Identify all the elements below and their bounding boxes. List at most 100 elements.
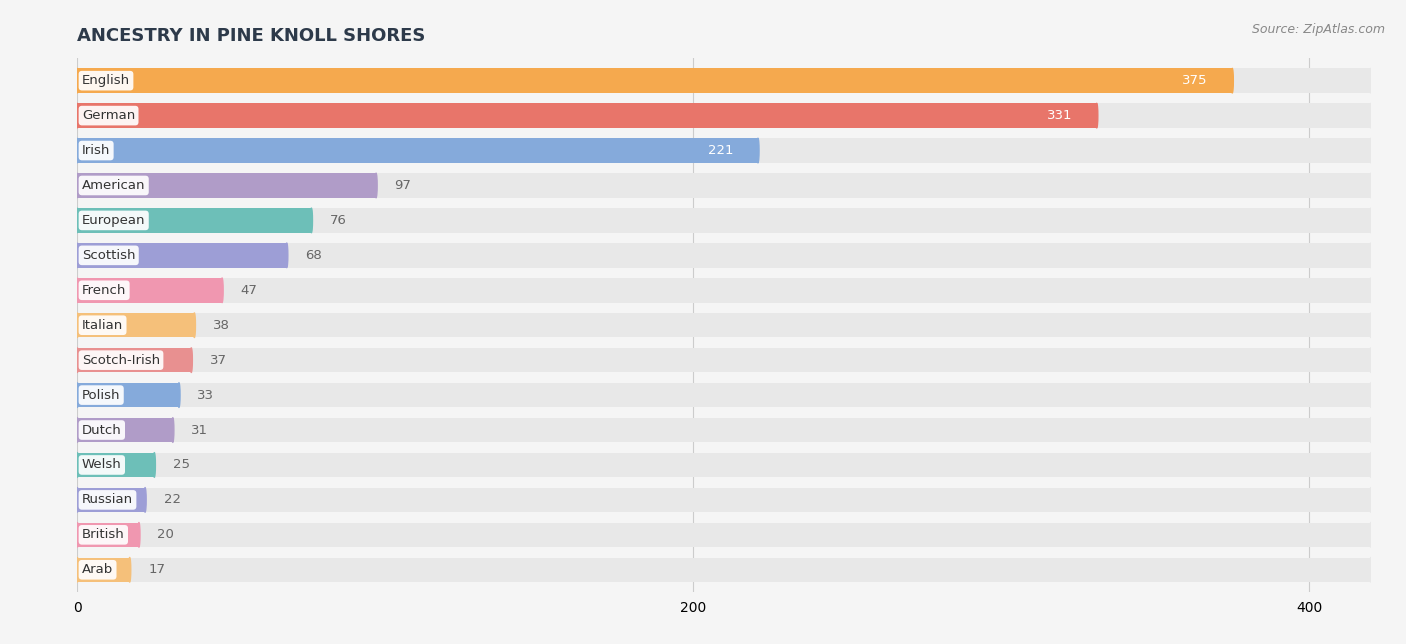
- Text: Italian: Italian: [82, 319, 124, 332]
- Text: 76: 76: [330, 214, 347, 227]
- Bar: [77, 68, 1232, 93]
- Circle shape: [311, 208, 312, 232]
- Bar: [77, 68, 1371, 93]
- Circle shape: [1095, 104, 1098, 128]
- Bar: [77, 348, 191, 372]
- Text: Dutch: Dutch: [82, 424, 122, 437]
- Text: Welsh: Welsh: [82, 459, 122, 471]
- Bar: [77, 418, 173, 442]
- Circle shape: [193, 313, 195, 337]
- Bar: [77, 488, 1371, 512]
- Circle shape: [1369, 243, 1372, 267]
- Circle shape: [153, 453, 156, 477]
- Circle shape: [285, 243, 288, 267]
- Text: Scotch-Irish: Scotch-Irish: [82, 354, 160, 366]
- Circle shape: [1369, 488, 1372, 512]
- Text: 20: 20: [157, 528, 174, 542]
- Text: 375: 375: [1182, 74, 1208, 87]
- Bar: [77, 138, 1371, 163]
- Circle shape: [1369, 138, 1372, 163]
- Circle shape: [76, 243, 79, 267]
- Text: 331: 331: [1046, 109, 1073, 122]
- Bar: [77, 558, 129, 582]
- Bar: [77, 173, 1371, 198]
- Circle shape: [76, 173, 79, 198]
- Text: 33: 33: [197, 388, 215, 402]
- Circle shape: [76, 453, 79, 477]
- Bar: [77, 523, 139, 547]
- Circle shape: [76, 68, 79, 93]
- Bar: [77, 313, 194, 337]
- Bar: [77, 173, 375, 198]
- Circle shape: [76, 138, 79, 163]
- Circle shape: [1369, 383, 1372, 407]
- Text: Source: ZipAtlas.com: Source: ZipAtlas.com: [1251, 23, 1385, 35]
- Circle shape: [76, 488, 79, 512]
- Bar: [77, 488, 145, 512]
- Text: Arab: Arab: [82, 564, 114, 576]
- Text: 68: 68: [305, 249, 322, 262]
- Circle shape: [190, 348, 193, 372]
- Bar: [77, 138, 758, 163]
- Bar: [77, 208, 1371, 232]
- Circle shape: [1369, 278, 1372, 303]
- Circle shape: [1369, 208, 1372, 232]
- Circle shape: [76, 348, 79, 372]
- Bar: [77, 313, 1371, 337]
- Circle shape: [375, 173, 377, 198]
- Text: ANCESTRY IN PINE KNOLL SHORES: ANCESTRY IN PINE KNOLL SHORES: [77, 27, 426, 45]
- Circle shape: [1369, 68, 1372, 93]
- Circle shape: [76, 104, 79, 128]
- Bar: [77, 383, 179, 407]
- Circle shape: [1369, 558, 1372, 582]
- Circle shape: [1369, 453, 1372, 477]
- Circle shape: [1232, 68, 1233, 93]
- Circle shape: [1369, 104, 1372, 128]
- Circle shape: [221, 278, 224, 303]
- Bar: [77, 243, 287, 267]
- Text: English: English: [82, 74, 131, 87]
- Circle shape: [172, 418, 174, 442]
- Circle shape: [76, 104, 79, 128]
- Bar: [77, 453, 155, 477]
- Text: 221: 221: [707, 144, 734, 157]
- Text: French: French: [82, 284, 127, 297]
- Text: American: American: [82, 179, 145, 192]
- Circle shape: [76, 138, 79, 163]
- Circle shape: [76, 383, 79, 407]
- Circle shape: [143, 488, 146, 512]
- Circle shape: [76, 418, 79, 442]
- Circle shape: [128, 558, 131, 582]
- Text: British: British: [82, 528, 125, 542]
- Bar: [77, 243, 1371, 267]
- Circle shape: [1369, 523, 1372, 547]
- Circle shape: [756, 138, 759, 163]
- Bar: [77, 104, 1371, 128]
- Circle shape: [76, 278, 79, 303]
- Circle shape: [138, 523, 141, 547]
- Text: Irish: Irish: [82, 144, 110, 157]
- Text: 38: 38: [212, 319, 229, 332]
- Text: Polish: Polish: [82, 388, 121, 402]
- Circle shape: [76, 523, 79, 547]
- Circle shape: [76, 488, 79, 512]
- Circle shape: [1369, 418, 1372, 442]
- Bar: [77, 523, 1371, 547]
- Circle shape: [76, 313, 79, 337]
- Circle shape: [76, 243, 79, 267]
- Circle shape: [76, 68, 79, 93]
- Text: 37: 37: [209, 354, 226, 366]
- Bar: [77, 278, 1371, 303]
- Text: 97: 97: [395, 179, 412, 192]
- Circle shape: [1369, 313, 1372, 337]
- Bar: [77, 558, 1371, 582]
- Bar: [77, 453, 1371, 477]
- Circle shape: [76, 348, 79, 372]
- Circle shape: [76, 208, 79, 232]
- Circle shape: [76, 383, 79, 407]
- Bar: [77, 208, 311, 232]
- Circle shape: [76, 313, 79, 337]
- Text: 25: 25: [173, 459, 190, 471]
- Circle shape: [76, 558, 79, 582]
- Text: German: German: [82, 109, 135, 122]
